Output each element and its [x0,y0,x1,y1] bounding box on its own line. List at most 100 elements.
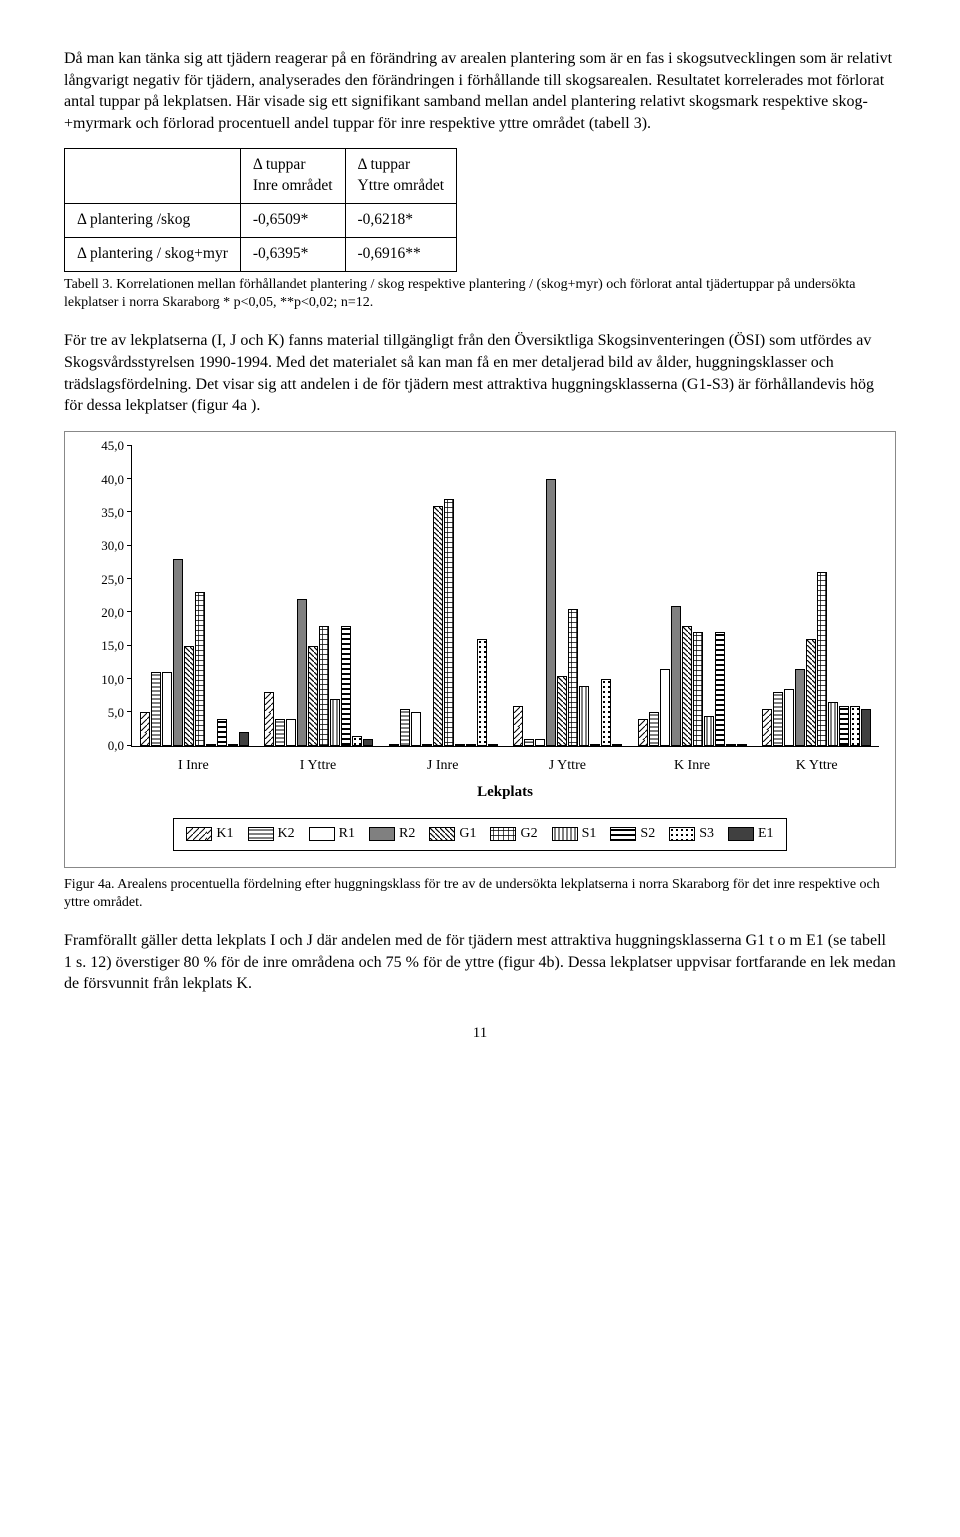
bar-group [630,606,755,746]
y-tick-label: 20,0 [82,604,124,622]
bar-K2 [275,719,285,746]
bar-S1 [206,744,216,746]
table-row: Δ plantering / skog+myr -0,6395* -0,6916… [65,238,457,272]
bar-G2 [817,572,827,745]
bar-S2 [715,632,725,745]
paragraph-3: Framförallt gäller detta lekplats I och … [64,930,896,995]
bar-S3 [477,639,487,746]
y-tick-label: 10,0 [82,670,124,688]
bar-G2 [195,592,205,745]
bar-K2 [151,672,161,745]
bar-R2 [173,559,183,746]
table-3-caption: Tabell 3. Korrelationen mellan förhållan… [64,276,896,312]
bar-K1 [140,712,150,745]
row-label: Δ plantering /skog [65,204,241,238]
bar-S1 [330,699,340,746]
bar-group [132,559,257,746]
x-tick-label: J Yttre [505,753,630,776]
paragraph-1: Då man kan tänka sig att tjädern reagera… [64,48,896,134]
figure-4a-chart: 0,05,010,015,020,025,030,035,040,045,0 I… [64,431,896,868]
bar-S1 [704,716,714,746]
bar-S1 [455,744,465,746]
y-tick-label: 15,0 [82,637,124,655]
bar-G2 [444,499,454,746]
bar-G2 [693,632,703,745]
bar-R1 [535,739,545,746]
y-tick-label: 0,0 [82,737,124,755]
bar-R1 [286,719,296,746]
table-col-2: Δ tuppar Yttre området [345,149,457,204]
bar-G1 [184,646,194,746]
bar-K1 [264,692,274,745]
legend-item-G1: G1 [429,825,476,844]
bar-K1 [638,719,648,746]
table-row: Δ plantering /skog -0,6509* -0,6218* [65,204,457,238]
legend-item-G2: G2 [490,825,537,844]
legend-item-K1: K1 [186,825,233,844]
bar-K2 [649,712,659,745]
page-number: 11 [64,1023,896,1043]
bar-S2 [217,719,227,746]
cell: -0,6509* [240,204,345,238]
bar-S3 [850,706,860,746]
bar-R1 [162,672,172,745]
bar-G2 [319,626,329,746]
bar-group [506,479,631,746]
figure-4a-caption: Figur 4a. Arealens procentuella fördelni… [64,876,896,912]
cell: -0,6218* [345,204,457,238]
bar-S3 [228,744,238,746]
bar-K2 [773,692,783,745]
bar-group [257,599,382,746]
bar-R2 [671,606,681,746]
legend-item-R1: R1 [309,825,355,844]
legend-item-S2: S2 [610,825,655,844]
bar-S3 [601,679,611,746]
bar-R1 [660,669,670,746]
bar-S3 [726,744,736,746]
bar-R2 [422,744,432,746]
legend-item-S3: S3 [669,825,714,844]
bar-R2 [546,479,556,746]
bar-E1 [861,709,871,746]
bar-E1 [363,739,373,746]
bar-R2 [795,669,805,746]
legend-item-E1: E1 [728,825,774,844]
bar-K2 [524,739,534,746]
bar-G1 [433,506,443,746]
legend-item-S1: S1 [552,825,597,844]
bar-S1 [828,702,838,745]
x-axis-title: Lekplats [131,782,879,802]
y-tick-label: 35,0 [82,504,124,522]
x-tick-label: I Inre [131,753,256,776]
bar-G1 [308,646,318,746]
bar-G1 [682,626,692,746]
bar-E1 [737,744,747,746]
legend-item-K2: K2 [248,825,295,844]
legend-item-R2: R2 [369,825,415,844]
bar-E1 [488,744,498,746]
bar-group [755,572,880,745]
paragraph-2: För tre av lekplatserna (I, J och K) fan… [64,330,896,416]
cell: -0,6916** [345,238,457,272]
bar-G1 [806,639,816,746]
x-tick-label: J Inre [380,753,505,776]
bar-S2 [839,706,849,746]
bar-S2 [466,744,476,746]
row-label: Δ plantering / skog+myr [65,238,241,272]
y-tick-label: 5,0 [82,704,124,722]
bar-S3 [352,736,362,746]
y-tick-label: 45,0 [82,437,124,455]
cell: -0,6395* [240,238,345,272]
bar-S1 [579,686,589,746]
x-tick-label: K Yttre [754,753,879,776]
bar-G1 [557,676,567,746]
table-col-1: Δ tuppar Inre området [240,149,345,204]
chart-legend: K1 K2 R1 R2 G1 G2 S1 S2 S3 E1 [173,818,786,851]
bar-G2 [568,609,578,746]
bar-S2 [341,626,351,746]
bar-K1 [389,744,399,746]
x-tick-label: K Inre [630,753,755,776]
y-tick-label: 30,0 [82,537,124,555]
bar-R1 [784,689,794,746]
bar-K1 [762,709,772,746]
